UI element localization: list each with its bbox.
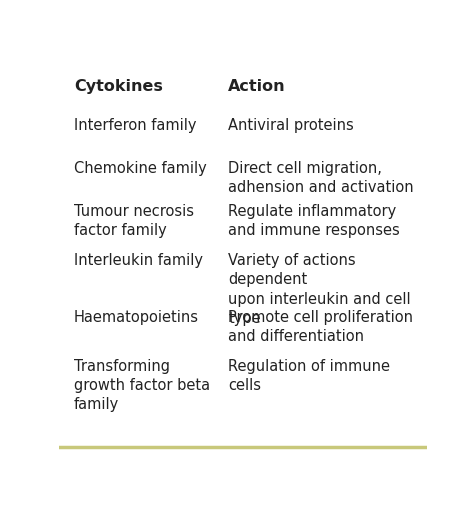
Text: Regulation of immune
cells: Regulation of immune cells: [228, 359, 390, 393]
Text: Tumour necrosis
factor family: Tumour necrosis factor family: [74, 204, 194, 238]
Text: Cytokines: Cytokines: [74, 79, 163, 94]
Text: Action: Action: [228, 79, 286, 94]
Text: Regulate inflammatory
and immune responses: Regulate inflammatory and immune respons…: [228, 204, 400, 238]
Text: Direct cell migration,
adhension and activation: Direct cell migration, adhension and act…: [228, 161, 414, 195]
Text: Haematopoietins: Haematopoietins: [74, 310, 199, 325]
Text: Interleukin family: Interleukin family: [74, 253, 203, 268]
Text: Antiviral proteins: Antiviral proteins: [228, 118, 354, 133]
Text: Chemokine family: Chemokine family: [74, 161, 207, 176]
Text: Variety of actions
dependent
upon interleukin and cell
type: Variety of actions dependent upon interl…: [228, 253, 411, 326]
Text: Promote cell proliferation
and differentiation: Promote cell proliferation and different…: [228, 310, 413, 344]
Text: Interferon family: Interferon family: [74, 118, 196, 133]
Text: Transforming
growth factor beta
family: Transforming growth factor beta family: [74, 359, 210, 412]
